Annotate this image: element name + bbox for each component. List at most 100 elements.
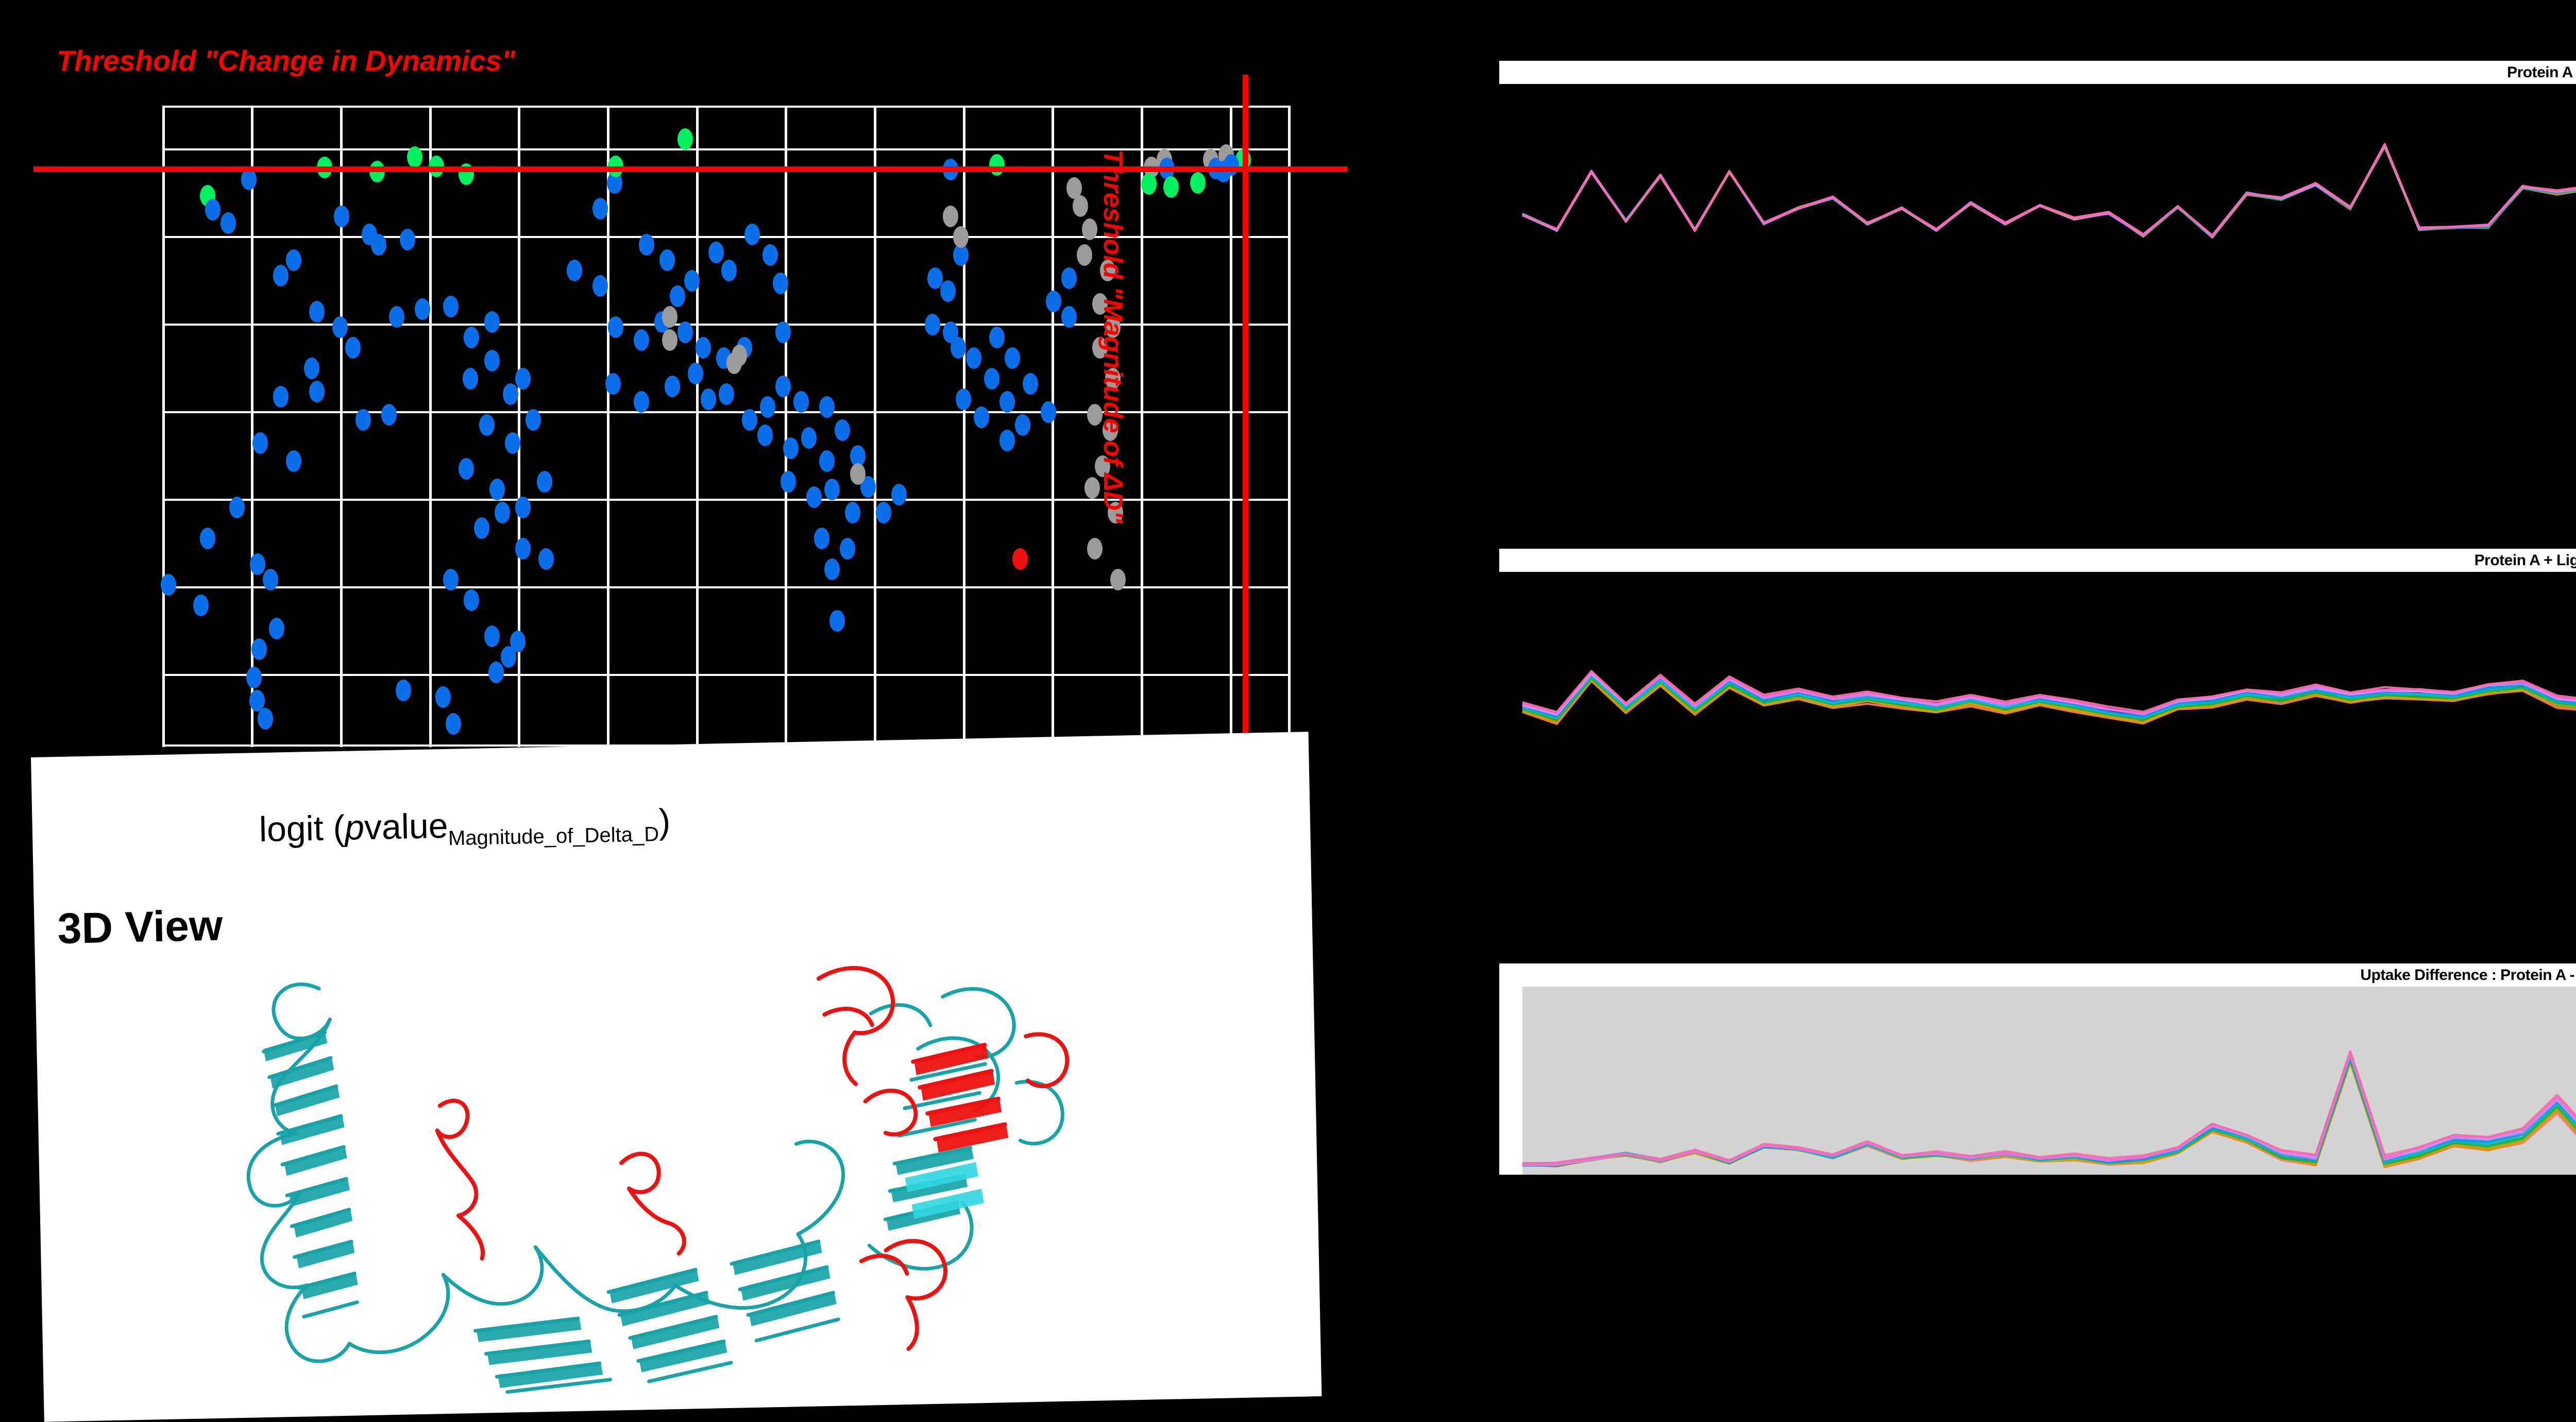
scatter-point[interactable]	[677, 321, 693, 343]
scatter-point[interactable]	[1141, 173, 1157, 195]
scatter-point[interactable]	[1105, 368, 1121, 390]
scatter-point[interactable]	[662, 329, 677, 351]
scatter-point[interactable]	[526, 409, 541, 431]
scatter-point[interactable]	[1092, 293, 1108, 315]
scatter-point[interactable]	[999, 430, 1015, 451]
scatter-point[interactable]	[592, 275, 608, 297]
scatter-point[interactable]	[757, 425, 773, 446]
scatter-point[interactable]	[1077, 244, 1092, 266]
scatter-point[interactable]	[459, 458, 474, 480]
scatter-point[interactable]	[742, 409, 757, 431]
scatter-point[interactable]	[634, 329, 649, 351]
scatter-point[interactable]	[479, 414, 495, 436]
uptake-trace-line[interactable]	[1522, 128, 2576, 238]
scatter-point[interactable]	[515, 538, 531, 560]
scatter-point[interactable]	[446, 713, 461, 735]
scatter-point[interactable]	[1163, 176, 1179, 198]
uptake-trace-line[interactable]	[1522, 128, 2576, 238]
scatter-point[interactable]	[659, 249, 675, 271]
scatter-point[interactable]	[249, 690, 265, 712]
scatter-point[interactable]	[205, 199, 221, 221]
scatter-point[interactable]	[721, 260, 737, 281]
scatter-point[interactable]	[484, 625, 500, 647]
uptake-trace-line[interactable]	[1522, 668, 2576, 713]
scatter-point[interactable]	[775, 321, 791, 343]
scatter-point[interactable]	[940, 280, 956, 302]
scatter-point[interactable]	[489, 479, 505, 500]
uptake-trace-line[interactable]	[1522, 127, 2576, 237]
scatter-point[interactable]	[989, 327, 1005, 348]
panel-canvas[interactable]	[1499, 572, 2576, 734]
scatter-point[interactable]	[639, 234, 654, 256]
scatter-point[interactable]	[762, 244, 778, 266]
scatter-point[interactable]	[495, 502, 510, 523]
scatter-point[interactable]	[1103, 419, 1118, 441]
scatter-point[interactable]	[488, 662, 504, 683]
scatter-point[interactable]	[304, 358, 319, 379]
scatter-point[interactable]	[891, 484, 907, 505]
scatter-point[interactable]	[726, 352, 742, 374]
scatter-point[interactable]	[1190, 172, 1206, 194]
uptake-trace-line[interactable]	[1522, 673, 2576, 719]
scatter-point[interactable]	[229, 497, 245, 518]
scatter-point[interactable]	[775, 376, 791, 397]
scatter-point[interactable]	[334, 206, 349, 227]
scatter-point[interactable]	[309, 301, 325, 323]
scatter-point[interactable]	[956, 388, 971, 410]
scatter-point[interactable]	[286, 249, 301, 271]
scatter-point[interactable]	[252, 432, 268, 454]
scatter-point[interactable]	[484, 311, 500, 333]
uptake-trace-line[interactable]	[1522, 1051, 2576, 1165]
scatter-point[interactable]	[943, 206, 958, 227]
scatter-point[interactable]	[396, 680, 411, 701]
scatter-point[interactable]	[662, 306, 677, 328]
3d-view-card[interactable]: logit (pvalueMagnitude_of_Delta_D) 3D Vi…	[31, 732, 1322, 1422]
scatter-point[interactable]	[696, 337, 711, 359]
scatter-point[interactable]	[708, 242, 724, 263]
scatter-point[interactable]	[1092, 337, 1108, 359]
scatter-point[interactable]	[1224, 154, 1239, 176]
scatter-point[interactable]	[605, 373, 621, 395]
scatter-point[interactable]	[824, 479, 840, 500]
uptake-trace-line[interactable]	[1522, 670, 2576, 716]
scatter-point[interactable]	[806, 486, 822, 508]
uptake-trace-line[interactable]	[1522, 129, 2576, 239]
scatter-point[interactable]	[309, 381, 325, 402]
scatter-point[interactable]	[263, 569, 278, 590]
protein-ribbon-structure[interactable]	[107, 925, 1188, 1410]
scatter-point[interactable]	[464, 589, 479, 611]
scatter-point[interactable]	[845, 502, 860, 523]
scatter-point[interactable]	[984, 368, 999, 390]
scatter-point[interactable]	[443, 296, 459, 317]
scatter-point[interactable]	[953, 226, 969, 248]
scatter-point[interactable]	[241, 168, 257, 190]
scatter-point[interactable]	[269, 618, 284, 639]
scatter-point[interactable]	[464, 327, 479, 348]
scatter-point[interactable]	[1110, 569, 1126, 590]
scatter-point[interactable]	[355, 409, 371, 431]
scatter-point[interactable]	[407, 146, 422, 168]
scatter-point[interactable]	[258, 708, 273, 730]
scatter-point[interactable]	[371, 234, 386, 256]
scatter-point[interactable]	[250, 553, 265, 575]
scatter-point[interactable]	[332, 316, 348, 338]
scatter-point[interactable]	[1082, 218, 1097, 240]
scatter-point[interactable]	[1084, 477, 1100, 499]
scatter-point[interactable]	[1073, 195, 1088, 217]
scatter-point[interactable]	[1100, 260, 1115, 281]
scatter-point[interactable]	[286, 450, 301, 472]
scatter-point-highlighted[interactable]	[1012, 548, 1028, 570]
scatter-point[interactable]	[1087, 404, 1103, 426]
scatter-point[interactable]	[793, 391, 809, 413]
scatter-point[interactable]	[677, 128, 693, 150]
uptake-trace-line[interactable]	[1522, 127, 2576, 238]
scatter-point[interactable]	[538, 548, 554, 570]
uptake-panel-protein-a-ligand[interactable]: Protein A + Ligand	[1499, 549, 2576, 734]
scatter-point[interactable]	[925, 314, 940, 335]
scatter-point[interactable]	[1015, 414, 1030, 436]
scatter-point[interactable]	[814, 528, 829, 549]
uptake-panel-protein-a[interactable]: Protein A	[1499, 61, 2576, 246]
scatter-point[interactable]	[684, 270, 700, 292]
scatter-point[interactable]	[510, 631, 526, 652]
scatter-point[interactable]	[389, 306, 404, 328]
